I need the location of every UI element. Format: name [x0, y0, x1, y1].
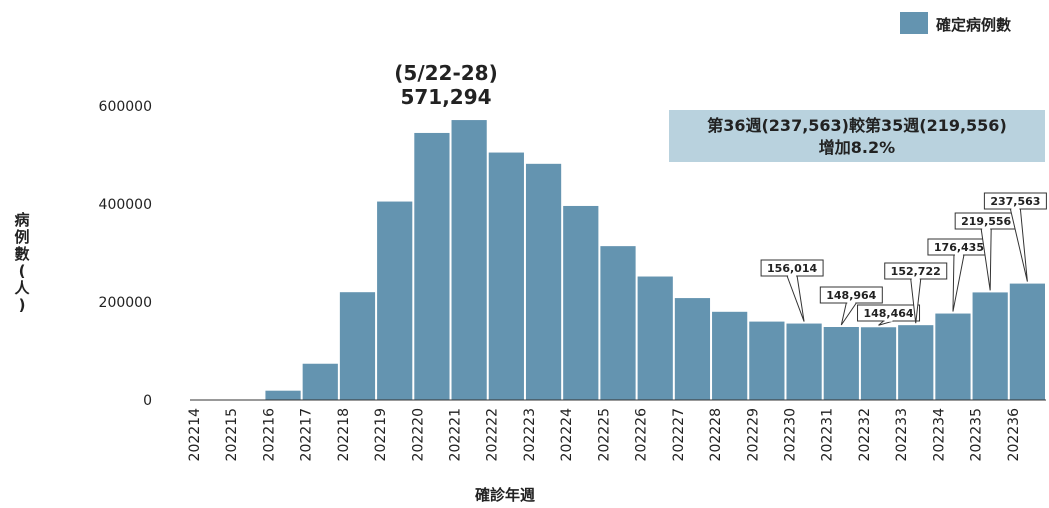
x-tick-label: 202218 — [336, 408, 352, 461]
x-tick-label: 202220 — [410, 408, 426, 461]
callout-pointer — [786, 275, 805, 322]
x-tick-label: 202214 — [187, 408, 203, 462]
bar-202232 — [860, 327, 897, 400]
callout-pointer — [1009, 208, 1028, 282]
peak-annotation-date: (5/22-28) — [394, 61, 497, 85]
x-axis: 202214 202215 202216 202217 202218 202219 2022… — [187, 399, 1046, 462]
x-tick-label: 202216 — [261, 408, 277, 462]
callout-label: 237,563 — [990, 195, 1040, 208]
callout-202233: 152,722 — [884, 262, 948, 324]
bar-202233 — [898, 325, 934, 400]
callout-label: 152,722 — [891, 265, 941, 278]
bar-202218 — [339, 292, 376, 400]
x-tick-label: 202215 — [224, 408, 240, 461]
callout-label: 156,014 — [767, 262, 817, 275]
bar-202234 — [935, 313, 971, 400]
comparison-note: 第36週(237,563)較第35週(219,556) 增加8.2% — [669, 110, 1045, 162]
bar-202221 — [451, 120, 487, 400]
bar-202220 — [414, 132, 450, 400]
bar-202224 — [563, 205, 599, 400]
callout-label: 148,964 — [826, 289, 876, 302]
bar-202225 — [600, 246, 636, 400]
y-axis-title-char: 人 — [14, 279, 30, 297]
bar-202227 — [674, 298, 711, 400]
y-axis: 0 200000 400000 600000 — [99, 99, 152, 409]
x-tick-label: 202235 — [969, 408, 985, 461]
bar-202219 — [377, 201, 413, 400]
callout-label: 148,464 — [863, 307, 913, 320]
x-tick-label: 202236 — [1006, 408, 1022, 462]
bar-202223 — [525, 163, 562, 400]
callout-pointer — [840, 302, 858, 326]
callout-label: 219,556 — [961, 215, 1011, 228]
bar-202236 — [1009, 283, 1045, 400]
x-tick-label: 202233 — [894, 408, 910, 461]
y-tick-label: 200000 — [99, 295, 152, 311]
y-axis-title-char: 數 — [14, 245, 29, 263]
comparison-note-line1: 第36週(237,563)較第35週(219,556) — [707, 116, 1007, 135]
x-tick-label: 202224 — [559, 408, 575, 462]
x-tick-label: 202222 — [485, 408, 501, 461]
callout-label: 176,435 — [934, 241, 984, 254]
legend-swatch — [900, 12, 928, 34]
x-tick-label: 202230 — [782, 408, 798, 461]
callout-202235: 219,556 — [954, 212, 1018, 291]
bar-202216 — [265, 390, 301, 400]
x-tick-label: 202221 — [448, 408, 464, 461]
y-tick-label: 600000 — [99, 99, 152, 115]
bar-202229 — [749, 321, 785, 400]
peak-annotation: (5/22-28) 571,294 — [394, 61, 497, 109]
callout-pointer — [952, 254, 965, 312]
bar-202217 — [302, 363, 338, 400]
bar-202226 — [637, 276, 673, 400]
y-axis-title-char: ( — [19, 262, 26, 280]
x-tick-label: 202225 — [596, 408, 612, 461]
y-axis-title-char: 病 — [14, 211, 29, 229]
value-callouts: 156,014 148,964 148,464 152,722 176,435 219,5… — [760, 192, 1047, 326]
callout-pointer — [980, 228, 992, 291]
x-tick-label: 202228 — [708, 408, 724, 461]
bars — [228, 120, 1045, 400]
x-tick-label: 202231 — [820, 408, 836, 461]
bar-202230 — [786, 323, 822, 400]
bar-202235 — [972, 292, 1008, 400]
y-axis-title-char: 例 — [14, 228, 29, 246]
y-tick-label: 0 — [143, 393, 152, 409]
callout-202231: 148,964 — [819, 286, 883, 326]
callout-202232: 148,464 — [857, 304, 921, 326]
bar-202231 — [823, 327, 859, 400]
x-tick-label: 202234 — [931, 408, 947, 462]
callout-202236: 237,563 — [983, 192, 1047, 282]
comparison-note-line2: 增加8.2% — [819, 138, 895, 157]
x-axis-title: 確診年週 — [474, 486, 535, 504]
legend-label: 確定病例數 — [935, 16, 1011, 34]
y-tick-label: 400000 — [99, 197, 152, 213]
x-tick-label: 202223 — [522, 408, 538, 461]
x-tick-label: 202227 — [671, 408, 687, 461]
x-tick-label: 202217 — [299, 408, 315, 461]
x-tick-label: 202232 — [857, 408, 873, 461]
y-axis-title: 病例數(人) — [14, 211, 30, 314]
peak-annotation-value: 571,294 — [400, 85, 491, 109]
x-tick-label: 202226 — [634, 408, 650, 462]
x-tick-label: 202229 — [745, 408, 761, 461]
x-tick-label: 202219 — [373, 408, 389, 461]
legend: 確定病例數 — [900, 12, 1011, 34]
y-axis-title-char: ) — [19, 296, 26, 314]
bar-202222 — [488, 152, 524, 400]
callout-202230: 156,014 — [760, 259, 824, 322]
comparison-note-background — [669, 110, 1045, 162]
bar-202228 — [712, 311, 748, 400]
